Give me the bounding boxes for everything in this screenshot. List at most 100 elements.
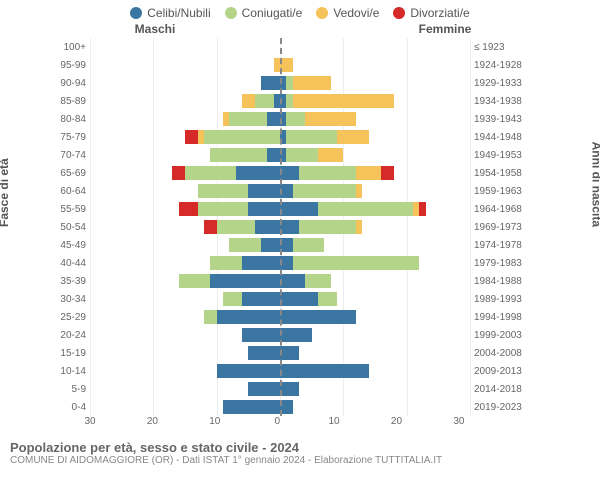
bar-segment (185, 130, 198, 144)
female-side (280, 76, 470, 90)
pyramid-row: 70-741949-1953 (48, 146, 530, 164)
birth-year-label: 1954-1958 (470, 168, 530, 179)
bar-segment (280, 364, 369, 378)
age-label: 80-84 (48, 114, 90, 125)
male-side (90, 148, 280, 162)
chart-subtitle: COMUNE DI AIDOMAGGIORE (OR) - Dati ISTAT… (10, 455, 590, 466)
bar-segment (248, 184, 280, 198)
female-side (280, 238, 470, 252)
age-label: 30-34 (48, 294, 90, 305)
age-label: 40-44 (48, 258, 90, 269)
bar-segment (210, 256, 242, 270)
pyramid-row: 5-92014-2018 (48, 380, 530, 398)
female-side (280, 310, 470, 324)
male-side (90, 94, 280, 108)
bar-segment (217, 310, 280, 324)
female-side (280, 364, 470, 378)
male-side (90, 256, 280, 270)
chart-title: Popolazione per età, sesso e stato civil… (10, 440, 590, 455)
female-side (280, 40, 470, 54)
bar-segment (261, 238, 280, 252)
bar-segment (318, 292, 337, 306)
bar-segment (280, 220, 299, 234)
bar-segment (204, 130, 280, 144)
bar-segment (318, 202, 413, 216)
row-bars (90, 326, 470, 344)
female-side (280, 292, 470, 306)
pyramid-row: 75-791944-1948 (48, 128, 530, 146)
male-side (90, 328, 280, 342)
bar-segment (280, 202, 318, 216)
female-side (280, 382, 470, 396)
x-tick: 20 (147, 416, 158, 434)
bar-segment (293, 94, 394, 108)
pyramid-row: 95-991924-1928 (48, 56, 530, 74)
birth-year-label: 2009-2013 (470, 366, 530, 377)
age-label: 25-29 (48, 312, 90, 323)
bar-segment (185, 166, 236, 180)
male-side (90, 130, 280, 144)
birth-year-label: 1924-1928 (470, 60, 530, 71)
birth-year-label: 1949-1953 (470, 150, 530, 161)
bar-segment (179, 202, 198, 216)
female-side (280, 274, 470, 288)
bar-segment (248, 382, 280, 396)
birth-year-label: 1959-1963 (470, 186, 530, 197)
pyramid-row: 20-241999-2003 (48, 326, 530, 344)
bar-segment (318, 148, 343, 162)
female-side (280, 112, 470, 126)
legend-label: Divorziati/e (410, 6, 469, 20)
pyramid-row: 45-491974-1978 (48, 236, 530, 254)
male-side (90, 112, 280, 126)
bar-segment (280, 382, 299, 396)
birth-year-label: 2019-2023 (470, 402, 530, 413)
male-side (90, 238, 280, 252)
header-female: Femmine (300, 22, 550, 36)
row-bars (90, 236, 470, 254)
birth-year-label: 1974-1978 (470, 240, 530, 251)
bar-segment (286, 130, 337, 144)
male-side (90, 346, 280, 360)
pyramid-row: 100+≤ 1923 (48, 38, 530, 56)
x-tick: 0 (274, 416, 280, 434)
bar-segment (356, 166, 381, 180)
bar-segment (293, 184, 356, 198)
x-tick: 10 (329, 416, 340, 434)
bar-segment (242, 292, 280, 306)
bar-segment (280, 328, 312, 342)
age-label: 0-4 (48, 402, 90, 413)
bar-segment (299, 166, 356, 180)
pyramid-row: 80-841939-1943 (48, 110, 530, 128)
bar-segment (248, 346, 280, 360)
age-label: 75-79 (48, 132, 90, 143)
pyramid-row: 90-941929-1933 (48, 74, 530, 92)
birth-year-label: 1929-1933 (470, 78, 530, 89)
footer: Popolazione per età, sesso e stato civil… (0, 434, 600, 466)
y-axis-label-right: Anni di nascita (589, 142, 600, 227)
bar-segment (280, 274, 305, 288)
female-side (280, 58, 470, 72)
row-bars (90, 164, 470, 182)
y-axis-label-left: Fasce di età (0, 158, 11, 227)
birth-year-label: 1989-1993 (470, 294, 530, 305)
bar-segment (255, 220, 280, 234)
age-label: 10-14 (48, 366, 90, 377)
female-side (280, 148, 470, 162)
pyramid-row: 40-441979-1983 (48, 254, 530, 272)
legend-label: Coniugati/e (242, 6, 303, 20)
column-headers: Maschi Femmine (0, 22, 600, 36)
male-side (90, 364, 280, 378)
bar-segment (286, 148, 318, 162)
legend-label: Vedovi/e (333, 6, 379, 20)
legend-swatch (316, 7, 328, 19)
x-tick: 30 (453, 416, 464, 434)
bar-segment (356, 220, 362, 234)
x-tick: 20 (391, 416, 402, 434)
male-side (90, 40, 280, 54)
bar-segment (280, 184, 293, 198)
bar-segment (179, 274, 211, 288)
male-side (90, 76, 280, 90)
birth-year-label: 1969-1973 (470, 222, 530, 233)
bar-segment (280, 238, 293, 252)
x-tick: 30 (84, 416, 95, 434)
